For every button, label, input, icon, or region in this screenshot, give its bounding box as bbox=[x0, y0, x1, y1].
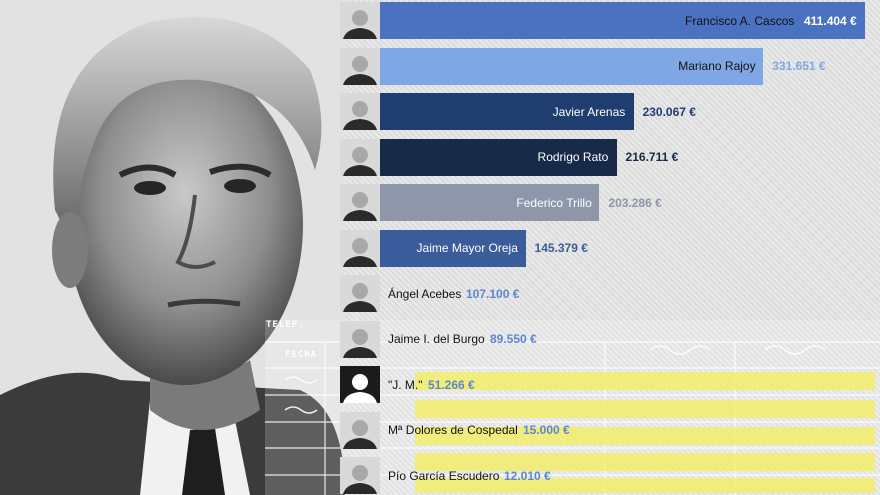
person-photo bbox=[340, 457, 380, 494]
data-label: 15.000 € bbox=[523, 423, 570, 437]
person-photo bbox=[340, 93, 380, 130]
bar-label: Mariano Rajoy bbox=[678, 59, 756, 73]
document-label-fecha: FECHA bbox=[285, 350, 318, 360]
bar-label: Francisco A. Cascos bbox=[685, 13, 795, 28]
bar bbox=[340, 93, 634, 130]
person-photo bbox=[340, 229, 380, 267]
bar-label: "J. M." bbox=[388, 377, 423, 392]
bar bbox=[340, 2, 865, 39]
person-photo bbox=[340, 411, 380, 449]
person-photo bbox=[340, 184, 380, 221]
data-label: 331.651 € bbox=[772, 59, 826, 73]
person-photo bbox=[340, 366, 380, 403]
person-photo bbox=[340, 320, 380, 358]
bar-label: Federico Trillo bbox=[516, 195, 592, 210]
data-label: 12.010 € bbox=[504, 468, 551, 483]
bar-label: Mª Dolores de Cospedal bbox=[388, 423, 518, 437]
person-photo bbox=[340, 275, 380, 312]
portrait-photo bbox=[0, 0, 345, 495]
data-label: 230.067 € bbox=[642, 104, 696, 119]
bar bbox=[340, 138, 617, 176]
person-photo bbox=[340, 47, 380, 85]
bar-label: Ángel Acebes bbox=[388, 286, 462, 301]
data-label: 203.286 € bbox=[608, 195, 662, 210]
data-label: 145.379 € bbox=[534, 241, 588, 255]
data-label: 51.266 € bbox=[428, 377, 475, 392]
bar-label: Pío García Escudero bbox=[388, 468, 500, 483]
bar bbox=[340, 47, 764, 85]
bar-label: Jaime Mayor Oreja bbox=[416, 241, 518, 255]
data-label: 89.550 € bbox=[490, 332, 537, 346]
bar bbox=[340, 184, 600, 221]
data-label: 216.711 € bbox=[625, 150, 679, 164]
bar-label: Jaime I. del Burgo bbox=[388, 332, 485, 346]
document-label-telef: TELEF. bbox=[266, 320, 305, 330]
data-label: 107.100 € bbox=[466, 286, 520, 301]
person-photo bbox=[340, 2, 380, 39]
bar-label: Rodrigo Rato bbox=[537, 150, 609, 164]
bar-label: Javier Arenas bbox=[552, 104, 626, 119]
person-photo bbox=[340, 138, 380, 176]
data-label: 411.404 € bbox=[804, 13, 857, 28]
